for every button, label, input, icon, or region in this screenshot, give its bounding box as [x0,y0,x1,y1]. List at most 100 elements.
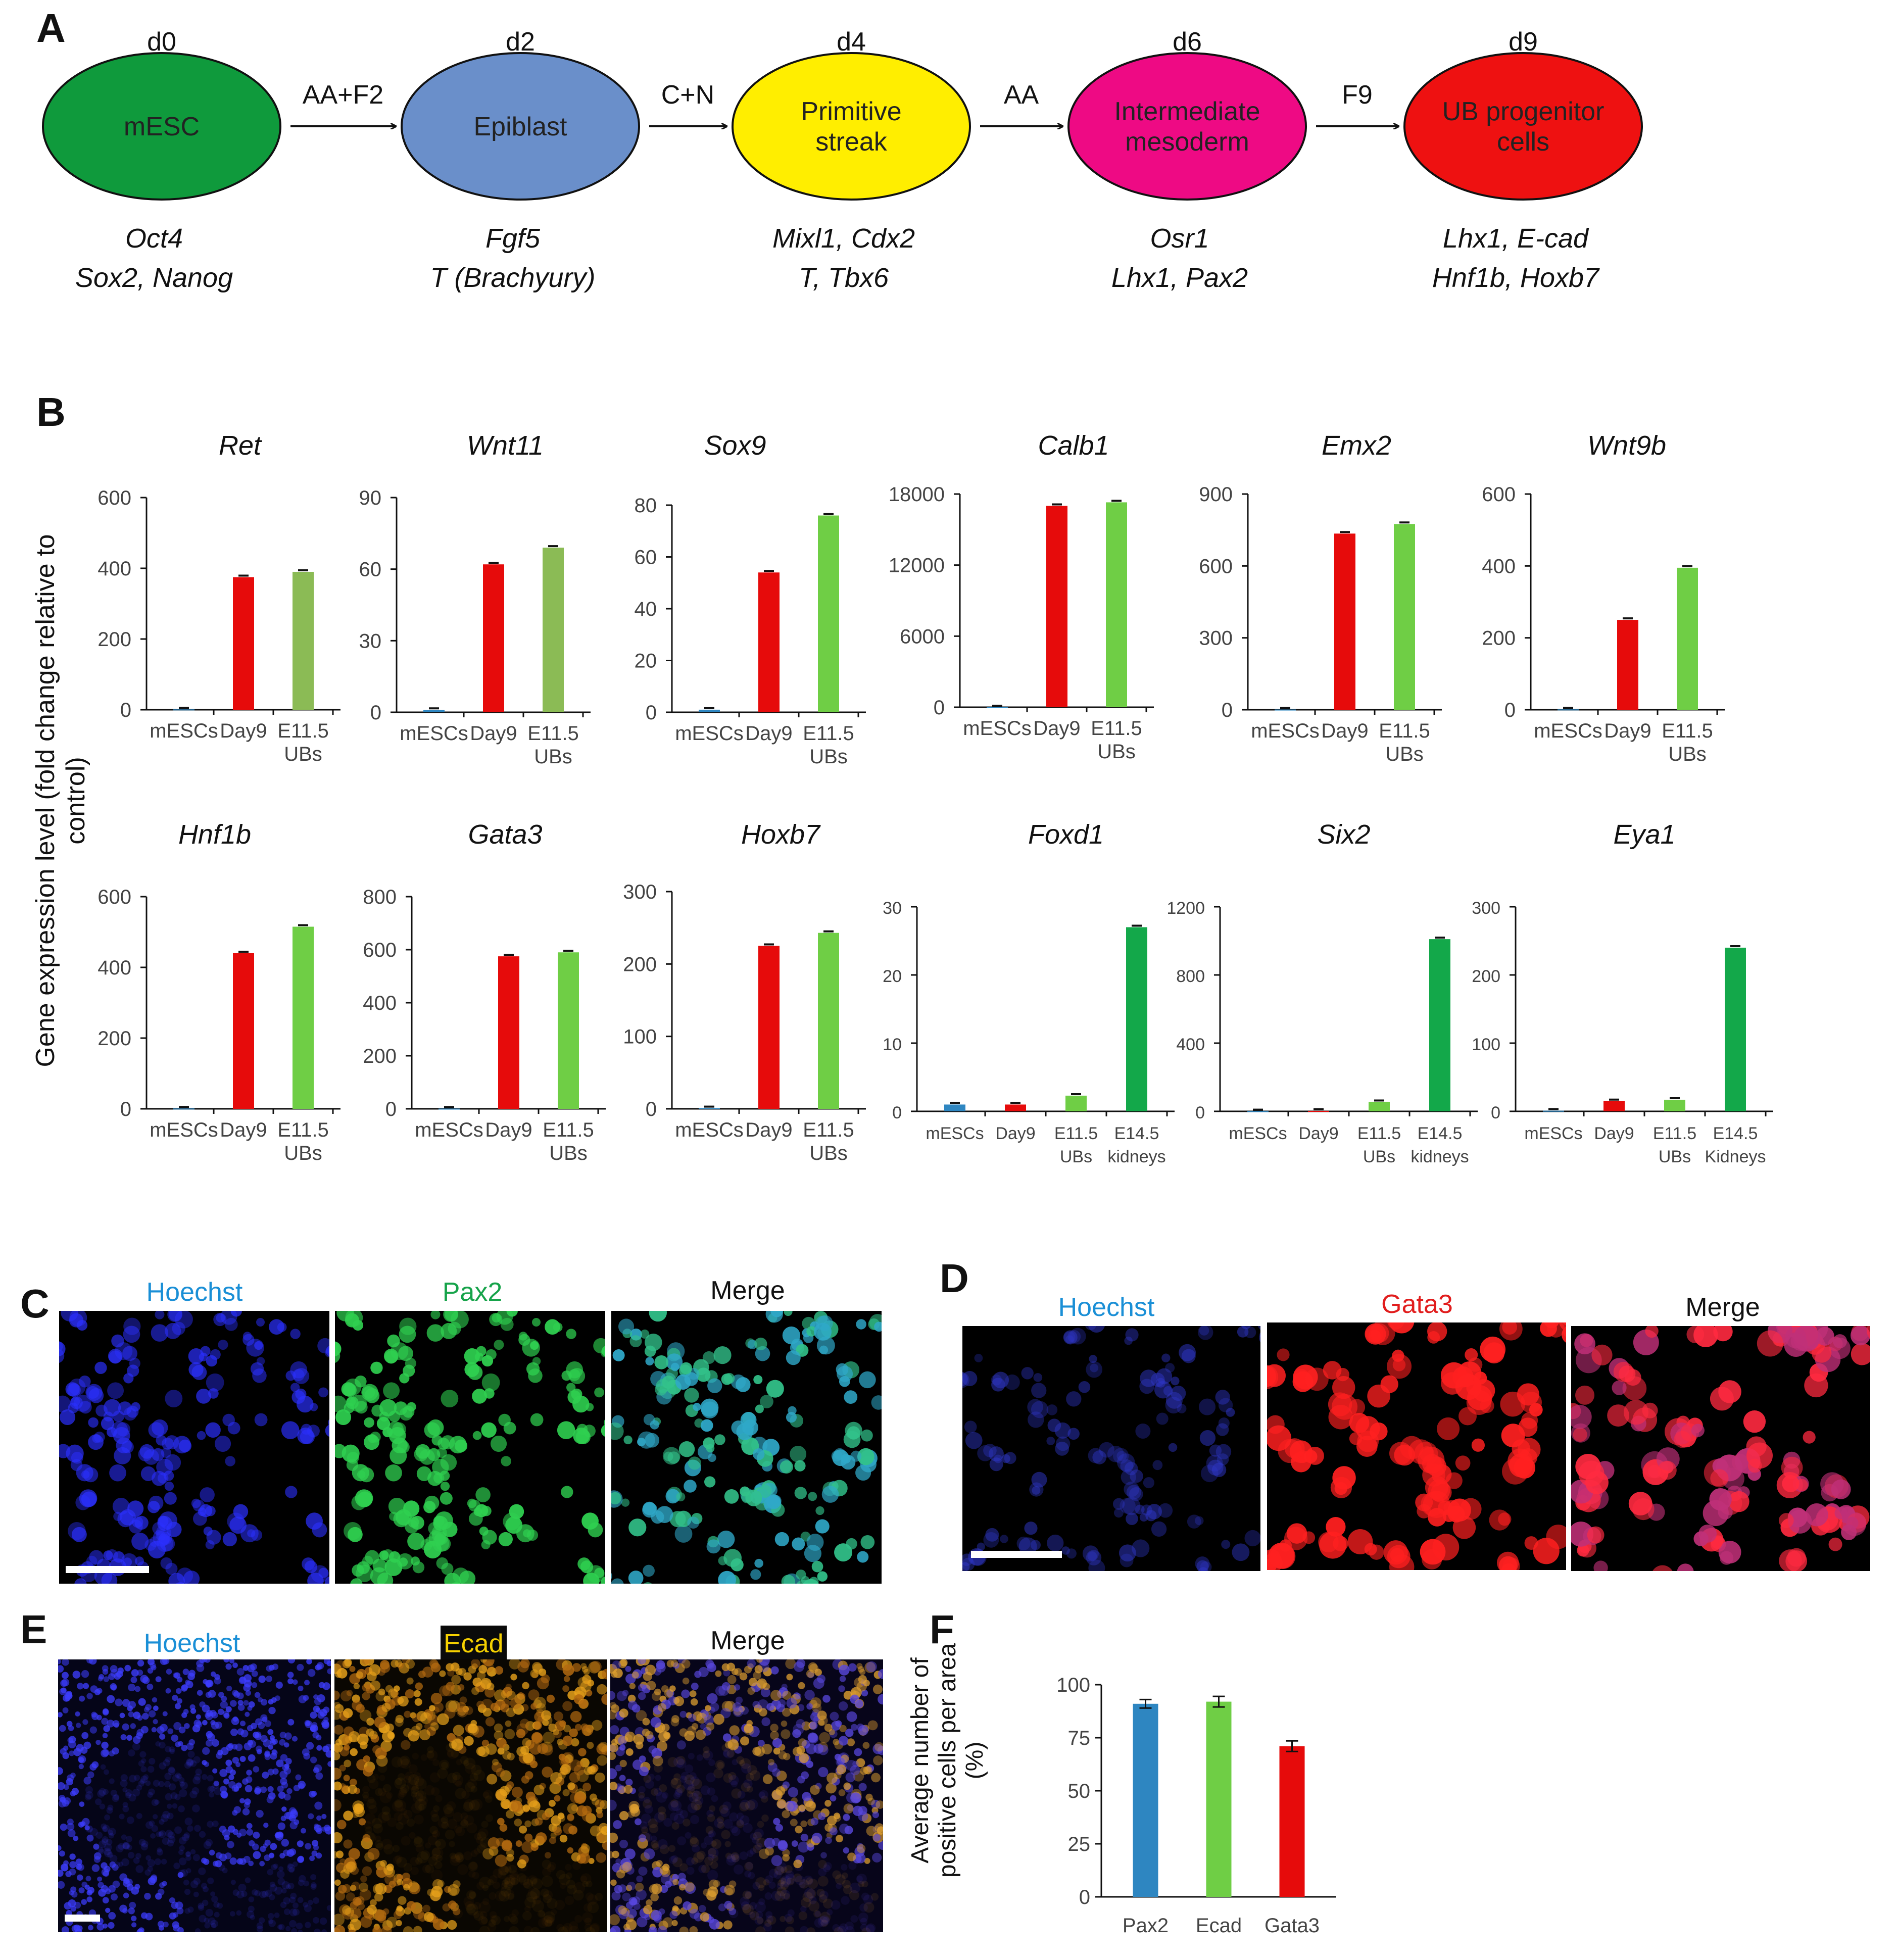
tissue-cell [691,1698,698,1706]
y-tick-label: 0 [1491,1103,1500,1122]
tissue-cell [209,1792,214,1797]
tissue-cell [104,1770,109,1775]
x-tick-label: Day9 [1033,717,1080,740]
tissue-cell [193,1878,201,1885]
cell [441,1482,450,1491]
tissue-cell [468,1861,478,1871]
tissue-cell [348,1924,354,1930]
y-tick-label: 0 [892,1103,902,1122]
tissue-cell [514,1819,522,1827]
tissue-cell [286,1849,294,1857]
cell [155,1311,164,1319]
tissue-cell [786,1674,793,1680]
panel-e-hoechst-image [58,1659,331,1932]
x-tick-label: E14.5 [1713,1124,1758,1143]
tissue-cell [413,1926,422,1932]
cell [206,1355,217,1366]
tissue-cell [202,1720,208,1726]
cell [165,1390,182,1407]
tissue-cell [770,1724,779,1732]
chart-wnt11: Wnt110306090mESCs Day9 E11.5UBs [359,430,591,768]
cell [1055,1442,1069,1456]
tissue-cell [98,1676,103,1681]
tissue-cell [306,1721,311,1726]
cell [1518,1438,1541,1461]
cell [177,1567,193,1584]
cell [225,1456,235,1466]
tissue-cell [293,1679,298,1685]
cell [1032,1472,1047,1488]
tissue-cell [169,1913,176,1920]
cell [871,1395,882,1410]
tissue-cell [567,1782,575,1790]
tissue-cell [218,1692,224,1698]
tissue-cell [834,1812,840,1819]
tissue-cell [517,1661,529,1673]
tissue-cell [761,1718,770,1726]
tissue-cell [766,1703,774,1711]
tissue-cell [369,1731,377,1739]
tissue-cell [763,1774,773,1784]
tissue-cell [802,1792,811,1801]
tissue-cell [122,1724,129,1731]
y-tick-label: 200 [98,628,131,651]
tissue-cell [469,1800,480,1811]
tissue-cell [248,1860,254,1866]
tissue-cell [519,1875,529,1885]
tissue-cell [774,1871,782,1879]
cell [1428,1480,1450,1502]
cell [594,1388,604,1398]
cell [1629,1492,1652,1515]
tissue-cell [322,1682,330,1690]
tissue-cell [147,1792,153,1797]
cell [1017,1537,1031,1550]
tissue-cell [202,1774,208,1780]
cell [718,1571,736,1584]
tissue-cell [806,1670,814,1678]
cell [1587,1527,1605,1544]
panel-d-hoechst-image [962,1326,1260,1571]
tissue-cell [788,1787,798,1797]
tissue-cell [855,1700,863,1708]
tissue-cell [85,1791,93,1799]
tissue-cell [754,1829,764,1838]
tissue-cell [766,1915,773,1923]
tissue-cell [590,1661,602,1673]
cell [794,1460,805,1472]
x-tick-label: UBs [1363,1147,1395,1166]
tissue-cell [126,1735,132,1741]
bar [1617,620,1638,710]
tissue-cell [288,1883,295,1889]
tissue-cell [772,1768,781,1777]
tissue-cell [481,1917,488,1924]
y-tick-label: 300 [1472,899,1500,918]
tissue-cell [429,1705,435,1711]
cell [1287,1523,1307,1543]
cell [1472,1439,1485,1452]
tissue-cell [190,1760,197,1767]
cell [129,1358,140,1369]
cell [489,1313,502,1326]
x-tick-label: Pax2 [1123,1915,1169,1937]
tissue-cell [407,1678,414,1685]
tissue-cell [754,1746,765,1757]
tissue-cell [610,1752,616,1760]
tissue-cell [818,1860,827,1869]
tissue-cell [287,1719,294,1726]
tissue-cell [541,1710,551,1721]
cell [370,1362,382,1374]
cell [1066,1391,1081,1406]
tissue-cell [487,1774,497,1785]
tissue-cell [861,1881,868,1887]
cell [215,1436,231,1452]
panel-d-scale-bar [971,1551,1062,1558]
cell [109,1464,126,1482]
tissue-cell [665,1881,672,1888]
tissue-cell [202,1900,209,1906]
tissue-cell [846,1773,856,1783]
tissue-cell [292,1736,298,1742]
tissue-cell [355,1898,362,1905]
tissue-cell [388,1688,398,1698]
x-tick-label: Day9 [1604,720,1651,742]
cell [1031,1383,1046,1398]
